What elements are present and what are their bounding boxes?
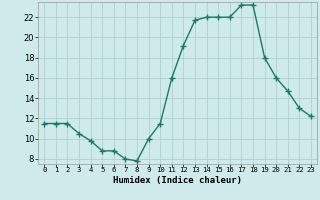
X-axis label: Humidex (Indice chaleur): Humidex (Indice chaleur)	[113, 176, 242, 185]
